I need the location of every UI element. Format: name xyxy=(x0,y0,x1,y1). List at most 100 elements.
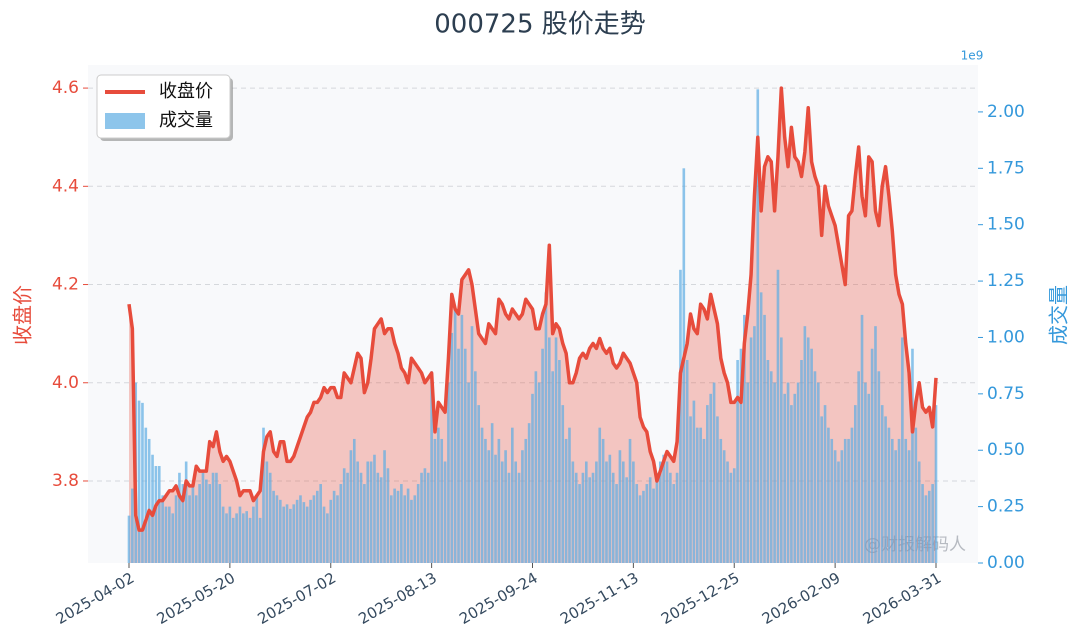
volume-bar xyxy=(527,423,531,563)
y2-offset-label: 1e9 xyxy=(961,49,984,63)
volume-bar xyxy=(255,495,259,563)
volume-bar xyxy=(262,427,265,563)
volume-bar xyxy=(551,371,554,563)
volume-bar xyxy=(544,292,548,563)
volume-bar xyxy=(463,348,467,563)
volume-bar xyxy=(238,506,242,563)
volume-bar xyxy=(413,495,417,563)
volume-bar xyxy=(749,337,753,563)
volume-bar xyxy=(843,438,847,563)
y2-tick-label: 1.75 xyxy=(987,158,1025,178)
volume-bar xyxy=(689,416,692,563)
volume-bar xyxy=(853,405,857,563)
volume-bar xyxy=(874,326,877,563)
volume-bar xyxy=(924,495,928,563)
volume-bar xyxy=(611,472,615,563)
volume-bar xyxy=(548,337,551,563)
volume-bar xyxy=(773,382,776,563)
volume-bar xyxy=(285,504,289,563)
volume-bar xyxy=(191,484,195,563)
volume-bar xyxy=(870,348,874,563)
volume-bar xyxy=(131,488,134,563)
volume-bar xyxy=(396,490,400,563)
volume-bar xyxy=(201,472,205,563)
volume-bar xyxy=(534,371,538,563)
volume-bar xyxy=(188,495,191,563)
volume-bar xyxy=(658,461,662,563)
volume-bar xyxy=(474,371,477,563)
volume-bar xyxy=(780,337,783,563)
volume-bar xyxy=(339,484,343,563)
area-fill xyxy=(129,88,936,564)
volume-bar xyxy=(312,495,316,563)
volume-bar xyxy=(252,506,255,563)
volume-bar xyxy=(403,495,407,563)
volume-bar xyxy=(605,461,608,563)
volume-bar xyxy=(732,468,736,563)
volume-bar xyxy=(406,488,410,563)
volume-bar xyxy=(806,337,810,563)
volume-bar xyxy=(470,326,474,563)
volume-bar xyxy=(393,488,396,563)
volume-bar xyxy=(608,454,612,563)
volume-bar xyxy=(416,484,420,563)
volume-bar xyxy=(864,382,867,563)
volume-bar xyxy=(675,472,679,563)
volume-bar xyxy=(178,472,181,563)
volume-bar xyxy=(793,393,797,563)
volume-bar xyxy=(796,382,800,563)
x-tick-label: 2025-05-20 xyxy=(154,569,239,628)
volume-bar xyxy=(776,269,780,563)
volume-bar xyxy=(400,484,403,563)
volume-bar xyxy=(279,499,282,563)
volume-bar xyxy=(706,405,709,563)
volume-bar xyxy=(500,461,504,563)
volume-bar xyxy=(655,472,659,563)
volume-bar xyxy=(833,450,837,563)
volume-bar xyxy=(887,427,891,563)
volume-bar xyxy=(679,269,682,563)
volume-bar xyxy=(695,427,699,563)
y2-tick-label: 0.75 xyxy=(987,384,1025,404)
volume-bar xyxy=(443,461,447,563)
volume-bar xyxy=(645,484,649,563)
volume-bar xyxy=(342,468,346,563)
volume-bar xyxy=(359,472,363,563)
legend-label: 成交量 xyxy=(159,110,213,131)
volume-bar xyxy=(369,461,373,563)
volume-bar xyxy=(726,461,729,563)
volume-bar xyxy=(235,513,238,563)
volume-bar xyxy=(820,416,823,563)
volume-bar xyxy=(194,495,198,563)
volume-bar xyxy=(157,466,161,563)
volume-bar xyxy=(272,490,275,563)
x-tick-label: 2025-07-02 xyxy=(254,569,339,628)
volume-bar xyxy=(786,382,790,563)
x-tick-label: 2025-11-13 xyxy=(557,569,642,628)
volume-bar xyxy=(921,484,924,563)
volume-bar xyxy=(490,423,494,563)
volume-bar xyxy=(739,348,743,563)
volume-bar xyxy=(420,472,423,563)
volume-bar xyxy=(595,461,598,563)
volume-bar xyxy=(184,461,188,563)
volume-bar xyxy=(137,400,141,563)
volume-bar xyxy=(151,454,154,563)
volume-bar xyxy=(917,461,921,563)
volume-bar xyxy=(480,427,484,563)
volume-bar xyxy=(477,405,481,563)
volume-bar xyxy=(141,402,144,563)
volume-bar xyxy=(712,382,716,563)
volume-bar xyxy=(161,495,164,563)
volume-bar xyxy=(642,490,645,563)
volume-bar xyxy=(363,484,366,563)
volume-bar xyxy=(497,438,501,563)
volume-bar xyxy=(558,360,561,563)
volume-bar xyxy=(215,472,218,563)
volume-bar xyxy=(783,393,786,563)
volume-bar xyxy=(813,371,817,563)
volume-bar xyxy=(423,468,427,563)
volume-bar xyxy=(181,484,185,563)
volume-bar xyxy=(901,337,904,563)
